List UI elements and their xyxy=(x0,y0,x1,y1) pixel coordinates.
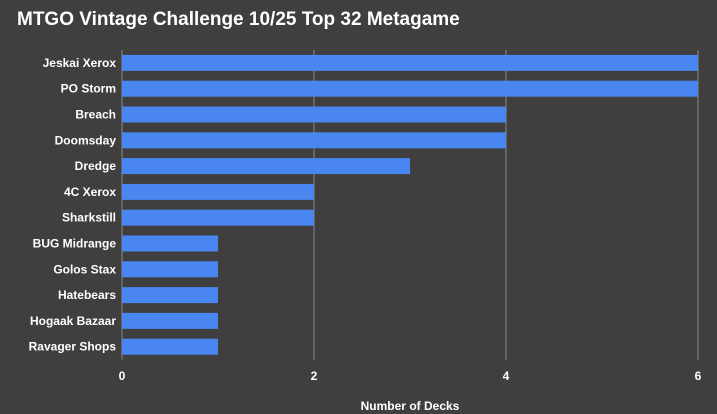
bar xyxy=(122,158,410,175)
x-tick-label: 6 xyxy=(695,369,702,383)
bar xyxy=(122,132,506,149)
x-tick-label: 0 xyxy=(119,369,126,383)
x-axis-label: Number of Decks xyxy=(361,399,460,413)
category-label: Hatebears xyxy=(58,288,116,302)
bar xyxy=(122,312,218,329)
bar xyxy=(122,235,218,252)
category-label: Jeskai Xerox xyxy=(43,56,117,70)
category-label: Breach xyxy=(75,108,116,122)
category-label: Hogaak Bazaar xyxy=(30,314,116,328)
x-axis-ticks: 0 2 4 6 xyxy=(119,369,702,383)
x-tick-label: 4 xyxy=(503,369,510,383)
category-label: BUG Midrange xyxy=(33,237,117,251)
bar xyxy=(122,54,698,71)
bar xyxy=(122,338,218,355)
category-label: Sharkstill xyxy=(62,211,116,225)
bar xyxy=(122,80,698,97)
category-label: Ravager Shops xyxy=(29,340,117,354)
bar xyxy=(122,183,314,200)
category-labels: Jeskai Xerox PO Storm Breach Doomsday Dredge… xyxy=(29,56,117,354)
chart-title: MTGO Vintage Challenge 10/25 Top 32 Meta… xyxy=(17,9,460,30)
bar xyxy=(122,287,218,304)
x-tick-label: 2 xyxy=(311,369,318,383)
category-label: PO Storm xyxy=(61,82,116,96)
gridlines xyxy=(121,50,699,360)
category-label: 4C Xerox xyxy=(64,185,116,199)
bars xyxy=(122,54,698,355)
category-label: Dredge xyxy=(75,159,117,173)
bar xyxy=(122,209,314,226)
bar xyxy=(122,261,218,278)
category-label: Golos Stax xyxy=(53,262,116,276)
category-label: Doomsday xyxy=(55,133,117,147)
bar xyxy=(122,106,506,123)
